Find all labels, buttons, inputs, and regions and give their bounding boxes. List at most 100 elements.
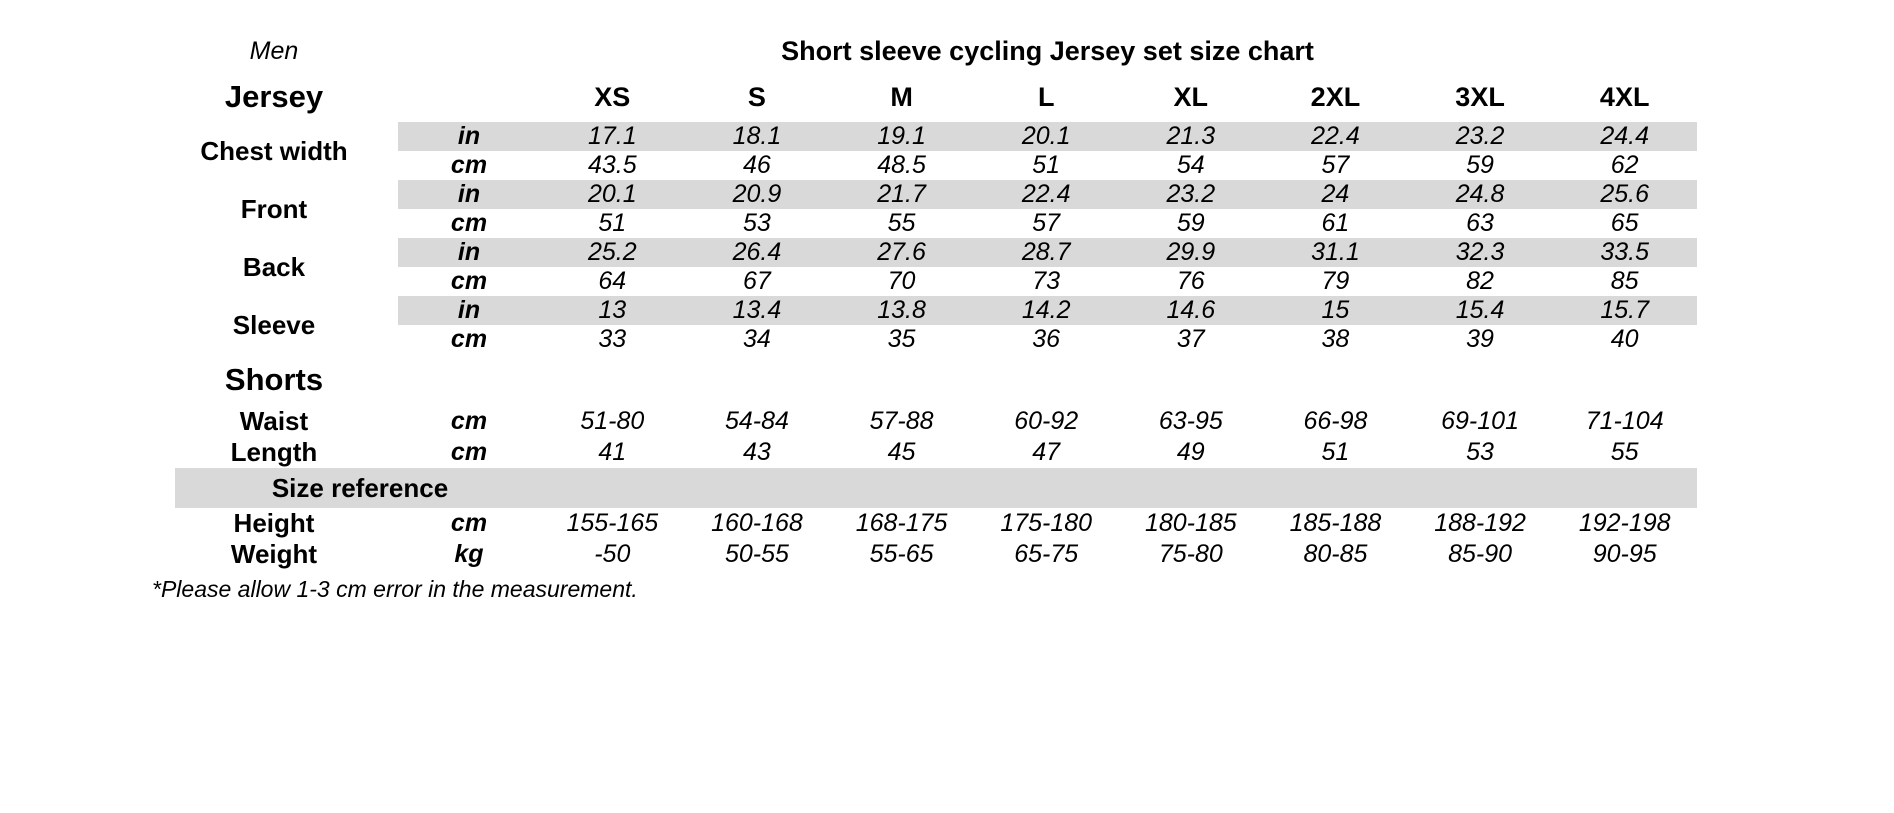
measurement-label: Height: [233, 508, 315, 538]
value-cell: 59: [1466, 151, 1494, 179]
value-cell: 55: [1610, 438, 1639, 466]
size-reference-section: Height cm 155-165 160-168 168-175 175-180 180-…: [0, 508, 1894, 570]
value-cell: 45: [887, 438, 916, 466]
value-cell: 168-175: [855, 509, 948, 537]
value-cell: 59: [1176, 209, 1205, 237]
value-cell: 85-90: [1448, 540, 1513, 568]
value-cell: 64: [598, 267, 627, 295]
unit-cell: cm: [450, 209, 488, 237]
shorts-section: Waist cm 51-80 54-84 57-88 60-92 63-95 66-98 69-…: [0, 406, 1894, 468]
value-cell: 73: [1032, 267, 1061, 295]
value-cell: -50: [594, 540, 631, 568]
value-cell: 46: [743, 151, 771, 179]
value-cell: 20.9: [732, 180, 782, 208]
shorts-header-row: Shorts: [150, 354, 1697, 406]
value-cell: 60-92: [1014, 407, 1079, 435]
value-cell: 66-98: [1303, 407, 1368, 435]
value-cell: 75-80: [1158, 540, 1223, 568]
value-cell: 51: [1321, 438, 1350, 466]
measurement-label: Chest width: [200, 135, 348, 166]
value-cell: 54: [1176, 151, 1205, 179]
jersey-section: Chest width in 17.1 18.1 19.1 20.1 21.3 22.4 23.…: [0, 122, 1894, 354]
value-cell: 22.4: [1021, 180, 1071, 208]
unit-cell: in: [457, 180, 481, 208]
unit-cell: kg: [454, 540, 484, 568]
value-cell: 69-101: [1441, 407, 1519, 435]
value-cell: 35: [887, 325, 916, 353]
measurement-row: cm 155-165 160-168 168-175 175-180 180-185 185…: [398, 508, 1697, 539]
value-cell: 41: [598, 438, 627, 466]
size-header-row: Jersey XS S M L XL 2XL 3XL 4XL: [150, 72, 1697, 122]
unit-cell: cm: [450, 151, 488, 179]
measurement-row: cm 64 67 70 73 76 79 82 85: [398, 267, 1697, 296]
measurement-group: Sleeve in 13 13.4 13.8 14.2 14.6 15 15.4 15.7 cm 33…: [150, 296, 1697, 354]
value-cell: 17.1: [587, 122, 637, 150]
measurement-group: Height cm 155-165 160-168 168-175 175-180 180-…: [150, 508, 1697, 539]
value-cell: 19.1: [877, 122, 926, 150]
value-cell: 155-165: [566, 509, 659, 537]
value-cell: 79: [1321, 267, 1350, 295]
value-cell: 51-80: [580, 407, 645, 435]
value-cell: 25.6: [1600, 180, 1650, 208]
value-cell: 175-180: [1000, 509, 1093, 537]
size-column-header: 4XL: [1599, 81, 1650, 112]
size-reference-band: Size reference: [175, 468, 1697, 508]
value-cell: 65: [1610, 209, 1639, 237]
measurement-row: cm 41 43 45 47 49 51 53 55: [398, 437, 1697, 468]
value-cell: 37: [1176, 325, 1205, 353]
measurement-row: in 17.1 18.1 19.1 20.1 21.3 22.4 23.2 24.4: [398, 122, 1697, 151]
value-cell: 36: [1032, 325, 1061, 353]
value-cell: 13.4: [732, 296, 782, 324]
value-cell: 15.4: [1455, 296, 1505, 324]
value-cell: 39: [1466, 325, 1494, 353]
page-title: Short sleeve cycling Jersey set size cha…: [781, 35, 1314, 66]
value-cell: 67: [743, 267, 771, 295]
value-cell: 57: [1032, 209, 1061, 237]
value-cell: 21.7: [877, 180, 926, 208]
value-cell: 27.6: [877, 238, 926, 266]
unit-cell: cm: [450, 325, 488, 353]
value-cell: 18.1: [732, 122, 782, 150]
value-cell: 65-75: [1014, 540, 1079, 568]
unit-cell: cm: [450, 438, 488, 466]
value-cell: 43.5: [587, 151, 637, 179]
measurement-row: in 25.2 26.4 27.6 28.7 29.9 31.1 32.3 33.5: [398, 238, 1697, 267]
value-cell: 47: [1032, 438, 1061, 466]
value-cell: 55: [887, 209, 916, 237]
value-cell: 80-85: [1303, 540, 1368, 568]
value-cell: 54-84: [724, 407, 789, 435]
value-cell: 33: [598, 325, 627, 353]
measurement-row: cm 51 53 55 57 59 61 63 65: [398, 209, 1697, 238]
value-cell: 40: [1610, 325, 1639, 353]
value-cell: 57-88: [869, 407, 934, 435]
gender-label: Men: [249, 36, 299, 65]
value-cell: 82: [1466, 267, 1494, 295]
measurement-group: Length cm 41 43 45 47 49 51 53 55: [150, 437, 1697, 468]
value-cell: 21.3: [1166, 122, 1216, 150]
measurement-label: Back: [242, 251, 306, 282]
unit-cell: in: [457, 238, 481, 266]
value-cell: 26.4: [732, 238, 782, 266]
value-cell: 57: [1321, 151, 1350, 179]
value-cell: 85: [1610, 267, 1639, 295]
measurement-label: Length: [230, 437, 318, 467]
value-cell: 188-192: [1434, 509, 1526, 537]
value-cell: 20.1: [587, 180, 637, 208]
value-cell: 14.2: [1021, 296, 1071, 324]
value-cell: 15: [1321, 296, 1350, 324]
measurement-group: Weight kg -50 50-55 55-65 65-75 75-80 80-85 85-9…: [150, 539, 1697, 570]
value-cell: 25.2: [587, 238, 637, 266]
value-cell: 31.1: [1311, 238, 1360, 266]
unit-cell: cm: [450, 267, 488, 295]
value-cell: 13.8: [877, 296, 926, 324]
value-cell: 50-55: [724, 540, 789, 568]
measurement-row: kg -50 50-55 55-65 65-75 75-80 80-85 85-90 90-95: [398, 539, 1697, 570]
value-cell: 160-168: [711, 509, 803, 537]
measurement-label: Sleeve: [232, 309, 316, 340]
value-cell: 55-65: [869, 540, 934, 568]
value-cell: 62: [1610, 151, 1639, 179]
value-cell: 24.8: [1455, 180, 1505, 208]
measurement-row: in 13 13.4 13.8 14.2 14.6 15 15.4 15.7: [398, 296, 1697, 325]
header-row: Men Short sleeve cycling Jersey set size…: [150, 30, 1697, 72]
